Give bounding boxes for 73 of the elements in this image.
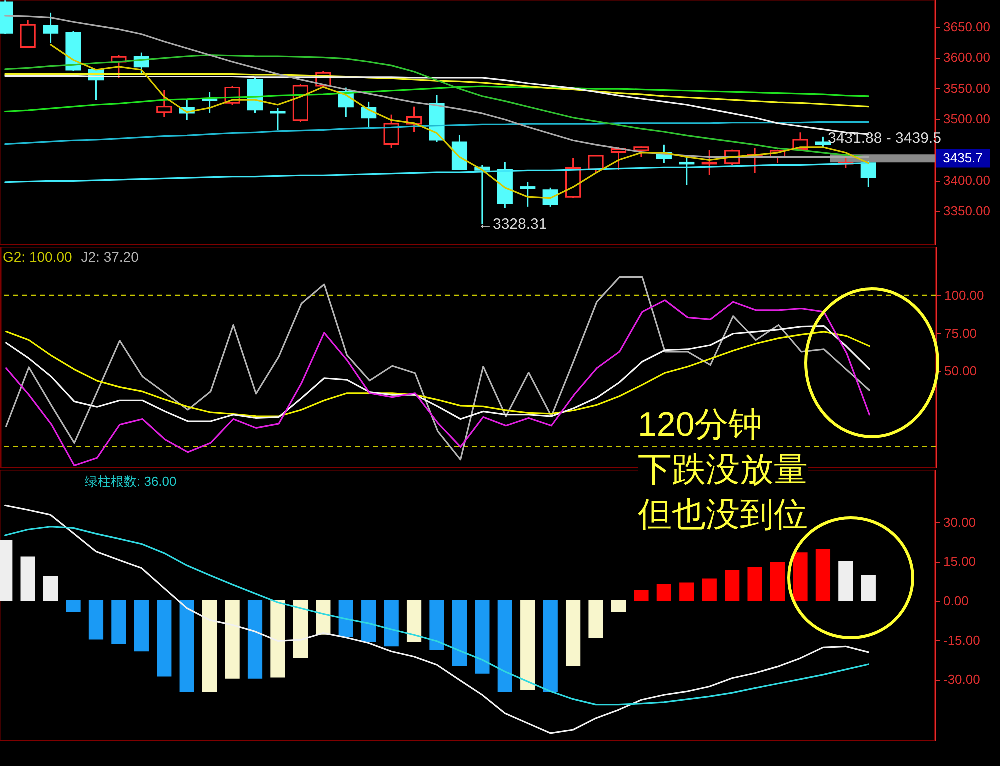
candlestick: [43, 12, 59, 44]
y-tick-label: -15.00: [944, 632, 980, 648]
y-tick-label: -30.00: [944, 672, 980, 688]
bar: [112, 600, 126, 644]
candlestick: [588, 154, 604, 174]
bar: [20, 556, 36, 602]
y-tick-label: 3650.00: [944, 20, 990, 35]
candlestick: [156, 90, 172, 118]
bar: [134, 600, 149, 652]
annotation: ←3328.31: [478, 216, 548, 233]
annotation: 120分钟: [638, 406, 763, 444]
bar: [180, 600, 194, 692]
candlestick: [384, 114, 400, 149]
bar: [66, 600, 81, 612]
bar: [680, 582, 694, 602]
y-tick-label: 3500.00: [944, 112, 990, 127]
bar: [406, 600, 422, 642]
bar: [248, 600, 263, 679]
bar: [316, 600, 331, 635]
bar: [543, 600, 558, 692]
bar: [588, 600, 604, 638]
candlestick: [202, 91, 218, 114]
bar: [656, 584, 672, 602]
bar: [338, 600, 354, 638]
bar: [452, 600, 468, 666]
text: J2: 37.20: [81, 249, 140, 265]
bar: [157, 600, 172, 677]
candlestick: [860, 160, 876, 188]
bar: [838, 560, 854, 602]
bar: [384, 600, 399, 647]
y-tick-label: 50.00: [944, 364, 978, 379]
bar: [566, 600, 581, 666]
annotation: 但也没到位: [638, 496, 808, 534]
candlestick: [20, 20, 36, 48]
annotation: 绿柱根数: 36.00: [85, 474, 177, 489]
line-series: [4, 86, 870, 113]
candlestick: [634, 146, 650, 158]
annotation: 下跌没放量: [638, 451, 808, 489]
bar: [430, 600, 444, 650]
bar: [702, 578, 717, 602]
bar: [748, 566, 762, 602]
y-tick-label: 100.00: [944, 288, 984, 303]
bar: [270, 600, 286, 678]
bar: [611, 600, 626, 612]
bar: [43, 576, 58, 602]
bar: [520, 600, 536, 690]
bar: [861, 575, 876, 602]
candlestick: [270, 107, 286, 131]
bar: [793, 552, 808, 602]
bar: [88, 600, 104, 640]
y-tick-label: 75.00: [944, 326, 978, 341]
y-tick-label: 3350.00: [944, 204, 990, 219]
y-tick-label: 0.00: [944, 594, 969, 609]
bar: [202, 600, 218, 692]
y-tick-label: 3600.00: [944, 50, 990, 66]
bar: [293, 600, 308, 658]
y-tick-label: 3400.00: [944, 173, 990, 188]
y-tick-label: 30.00: [944, 514, 976, 530]
candlestick: [520, 182, 536, 208]
y-tick-label: 15.00: [944, 554, 976, 570]
bar: [225, 600, 240, 679]
bar: [475, 600, 490, 674]
ref-line-label: 3435.7: [943, 150, 983, 166]
bar: [816, 549, 831, 602]
ref-line-label: G2: 100.00: [3, 249, 72, 265]
bar: [362, 600, 376, 642]
y-tick-label: 3550.00: [944, 80, 990, 96]
bar: [498, 600, 512, 692]
bar: [770, 562, 786, 602]
candlestick: [679, 156, 695, 186]
bar: [634, 590, 649, 602]
candlestick: [702, 150, 718, 176]
bar: [725, 570, 740, 602]
